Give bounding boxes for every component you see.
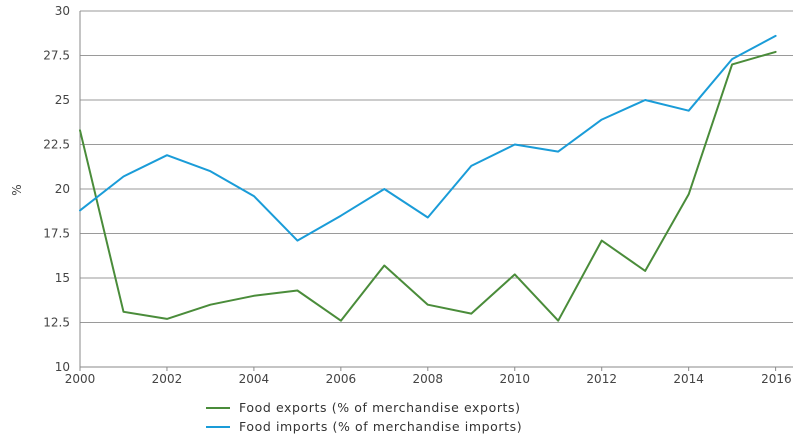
y-tick-labels: 10 12.5 15 17.5 20 22.5 25 27.5 30	[43, 4, 70, 374]
x-tick-label: 2014	[673, 372, 704, 386]
x-tick-label: 2010	[499, 372, 530, 386]
y-tick-label: 12.5	[43, 316, 70, 330]
x-tick-labels: 2000 2002 2004 2006 2008 2010 2012 2014 2016	[65, 372, 792, 386]
x-tick-label: 2012	[586, 372, 617, 386]
x-tick-label: 2004	[239, 372, 270, 386]
y-tick-label: 25	[55, 93, 70, 107]
gridlines	[80, 10, 793, 323]
y-tick-label: 27.5	[43, 49, 70, 63]
series-line-food-exports	[79, 50, 777, 322]
y-tick-label: 10	[55, 360, 70, 374]
legend-label-food-imports: Food imports (% of merchandise imports)	[239, 419, 523, 434]
series-line-food-imports	[79, 34, 777, 242]
x-tick-label: 2002	[152, 372, 183, 386]
legend-swatch-food-exports	[206, 406, 230, 409]
y-tick-label: 20	[55, 182, 70, 196]
x-tick-label: 2000	[65, 372, 96, 386]
y-tick-label: 22.5	[43, 138, 70, 152]
x-tick-label: 2016	[761, 372, 792, 386]
legend-swatch-food-imports	[206, 425, 230, 428]
y-tick-label: 15	[55, 271, 70, 285]
y-axis-label: %	[10, 184, 24, 195]
legend-item-food-exports: Food exports (% of merchandise exports)	[206, 398, 522, 417]
x-tick-label: 2006	[326, 372, 357, 386]
x-tick-label: 2008	[413, 372, 444, 386]
legend-label-food-exports: Food exports (% of merchandise exports)	[239, 400, 521, 415]
y-tick-label: 30	[55, 4, 70, 18]
legend-item-food-imports: Food imports (% of merchandise imports)	[206, 417, 522, 436]
axes	[79, 11, 793, 371]
legend: Food exports (% of merchandise exports) …	[206, 398, 522, 436]
y-tick-label: 17.5	[43, 227, 70, 241]
series-lines	[79, 34, 777, 322]
